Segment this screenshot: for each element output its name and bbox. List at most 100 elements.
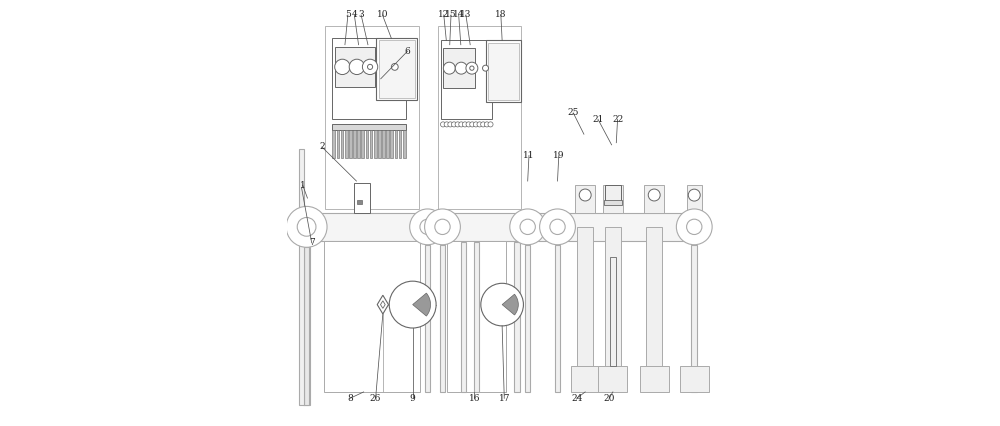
Circle shape [520,219,535,234]
Bar [441,40,492,119]
Bar [605,227,621,366]
Text: 17: 17 [499,394,510,403]
Bar [488,43,519,100]
Polygon shape [381,301,385,308]
Bar [687,185,702,213]
Bar [438,26,521,209]
Text: 16: 16 [469,394,480,403]
Text: 2: 2 [319,142,325,152]
Circle shape [648,189,660,201]
Circle shape [420,219,435,234]
Circle shape [676,209,712,245]
Circle shape [297,217,316,236]
Text: 20: 20 [603,394,615,403]
Text: 9: 9 [410,394,416,403]
Bar [386,130,389,158]
Bar [399,130,401,158]
Bar [378,130,381,158]
Bar [605,185,621,201]
Wedge shape [502,294,518,315]
Bar [299,149,304,405]
Text: 24: 24 [571,394,582,403]
Circle shape [466,122,471,127]
Bar [361,130,364,158]
Circle shape [510,209,546,245]
Bar [577,227,593,366]
Bar [390,130,393,158]
Bar [357,200,362,204]
Circle shape [435,219,450,234]
Circle shape [425,209,460,245]
Bar [366,130,368,158]
Text: 1: 1 [300,181,306,190]
Text: 19: 19 [553,151,565,160]
Bar [376,38,417,100]
Bar [324,241,420,392]
Bar [603,185,623,213]
Bar [370,130,372,158]
Circle shape [481,283,523,326]
Circle shape [335,59,350,75]
Text: 5: 5 [345,10,351,20]
Bar [335,47,375,87]
Circle shape [286,206,327,247]
Bar [382,130,385,158]
Bar [325,26,419,209]
Bar [354,183,370,213]
Bar [337,130,339,158]
Text: 18: 18 [495,10,507,20]
Bar [610,256,616,366]
Text: 21: 21 [592,115,604,124]
Text: 12: 12 [438,10,449,20]
Circle shape [455,122,460,127]
Circle shape [451,122,457,127]
Bar [345,130,348,158]
Circle shape [448,122,453,127]
Circle shape [484,122,489,127]
Bar [486,40,521,102]
Text: 10: 10 [377,10,388,20]
Wedge shape [413,293,431,316]
Bar [680,366,709,392]
Text: 13: 13 [460,10,472,20]
Circle shape [483,65,488,71]
Bar [379,40,415,98]
Bar [604,200,622,205]
Bar [691,245,697,392]
Text: 11: 11 [523,151,535,160]
Bar [525,245,530,392]
Bar [332,38,406,119]
Bar [332,130,335,158]
Bar [474,242,479,392]
Text: 25: 25 [568,108,579,118]
Circle shape [389,281,436,328]
Circle shape [391,63,398,70]
Circle shape [473,122,478,127]
Bar [332,124,406,130]
Circle shape [462,122,468,127]
Bar [598,366,627,392]
Circle shape [687,219,702,234]
Bar [440,245,445,392]
Bar [461,242,466,392]
Text: 15: 15 [445,10,457,20]
Text: 26: 26 [370,394,381,403]
Circle shape [362,59,378,75]
Circle shape [466,62,478,74]
Circle shape [579,189,591,201]
Bar [555,245,560,392]
Bar [403,130,406,158]
Text: 6: 6 [405,46,410,56]
Bar [357,130,360,158]
Circle shape [477,122,482,127]
Text: 7: 7 [309,238,315,248]
Circle shape [394,66,396,68]
Circle shape [470,66,474,70]
Circle shape [447,66,451,70]
Bar [640,366,669,392]
Circle shape [444,122,449,127]
Bar [443,48,475,88]
Bar [374,130,377,158]
Circle shape [410,209,445,245]
Circle shape [488,122,493,127]
